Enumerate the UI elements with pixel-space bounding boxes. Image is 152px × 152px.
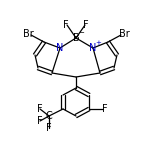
Text: +: + <box>95 40 101 46</box>
Text: F: F <box>37 116 43 126</box>
Text: −: − <box>78 30 84 36</box>
Text: Br: Br <box>23 29 33 39</box>
Text: N: N <box>89 43 97 53</box>
Text: F: F <box>102 104 108 114</box>
Text: Br: Br <box>119 29 129 39</box>
Text: F: F <box>46 123 52 133</box>
Text: B: B <box>73 33 79 43</box>
Text: F: F <box>83 20 89 30</box>
Text: C: C <box>46 111 52 121</box>
Text: F: F <box>63 20 69 30</box>
Text: F: F <box>37 104 43 114</box>
Text: N: N <box>56 43 64 53</box>
